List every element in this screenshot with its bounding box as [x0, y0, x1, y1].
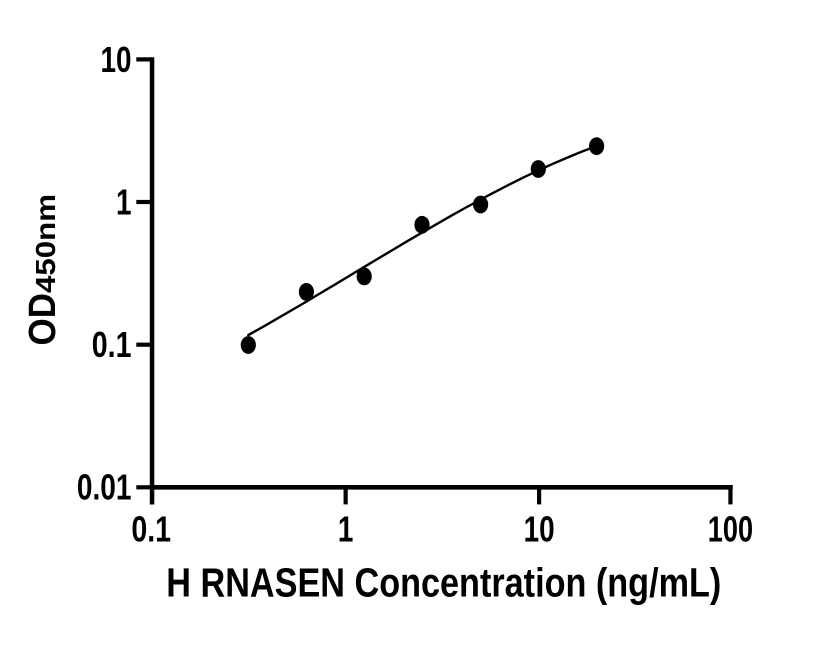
svg-text:H RNASEN Concentration (ng/mL): H RNASEN Concentration (ng/mL): [166, 559, 721, 605]
svg-text:1: 1: [338, 508, 354, 549]
svg-text:OD450nm: OD450nm: [22, 194, 64, 346]
svg-text:0.1: 0.1: [92, 324, 132, 365]
svg-text:0.1: 0.1: [131, 508, 171, 549]
svg-text:0.01: 0.01: [77, 467, 132, 508]
svg-text:100: 100: [708, 508, 753, 549]
svg-text:10: 10: [101, 39, 132, 80]
svg-text:1: 1: [116, 181, 132, 222]
svg-text:10: 10: [524, 508, 555, 549]
